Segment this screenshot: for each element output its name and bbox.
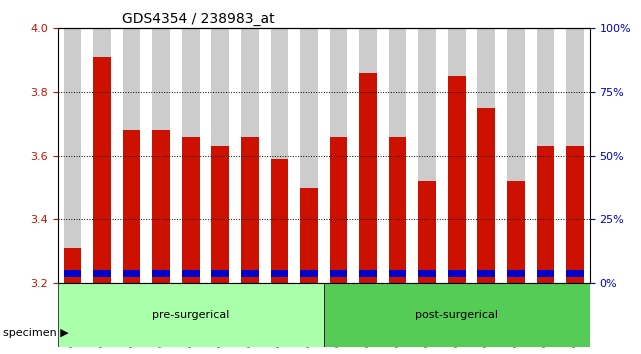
Bar (153, 130, 170, 283)
Bar (566, 146, 584, 283)
Bar (388, 28, 406, 283)
Bar (212, 146, 229, 283)
Bar (182, 28, 199, 283)
Bar (182, 270, 199, 277)
Bar (271, 28, 288, 283)
Bar (359, 28, 377, 283)
Bar (300, 28, 318, 283)
Bar (122, 270, 140, 277)
Bar (507, 270, 525, 277)
Bar (448, 270, 465, 277)
Bar (566, 28, 584, 283)
Bar (212, 28, 229, 283)
Bar (419, 28, 436, 283)
Text: pre-surgerical: pre-surgerical (152, 310, 229, 320)
Bar (63, 248, 81, 283)
Bar (329, 270, 347, 277)
Bar (93, 270, 111, 277)
Bar (448, 28, 465, 283)
Bar (329, 137, 347, 283)
Bar (241, 137, 259, 283)
Bar (300, 270, 318, 277)
Bar (419, 181, 436, 283)
Bar (122, 28, 140, 283)
Bar (478, 270, 495, 277)
Bar (63, 270, 81, 277)
Bar (329, 28, 347, 283)
Bar (448, 76, 465, 283)
Bar (359, 73, 377, 283)
Text: specimen ▶: specimen ▶ (3, 328, 69, 338)
Bar (153, 28, 170, 283)
Text: post-surgerical: post-surgerical (415, 310, 498, 320)
Bar (212, 270, 229, 277)
Bar (153, 270, 170, 277)
Bar (241, 28, 259, 283)
Bar (537, 146, 554, 283)
Text: GDS4354 / 238983_at: GDS4354 / 238983_at (122, 12, 274, 26)
Bar (359, 270, 377, 277)
Bar (507, 28, 525, 283)
Bar (241, 270, 259, 277)
Bar (271, 270, 288, 277)
Bar (507, 181, 525, 283)
Bar (537, 270, 554, 277)
Bar (63, 28, 81, 283)
Bar (388, 270, 406, 277)
Bar (566, 270, 584, 277)
Bar (478, 28, 495, 283)
FancyBboxPatch shape (324, 283, 590, 347)
FancyBboxPatch shape (58, 283, 324, 347)
Bar (388, 137, 406, 283)
Bar (182, 137, 199, 283)
Bar (122, 130, 140, 283)
Bar (93, 28, 111, 283)
Bar (271, 159, 288, 283)
Bar (93, 57, 111, 283)
Bar (300, 188, 318, 283)
Bar (478, 108, 495, 283)
Bar (419, 270, 436, 277)
Bar (537, 28, 554, 283)
